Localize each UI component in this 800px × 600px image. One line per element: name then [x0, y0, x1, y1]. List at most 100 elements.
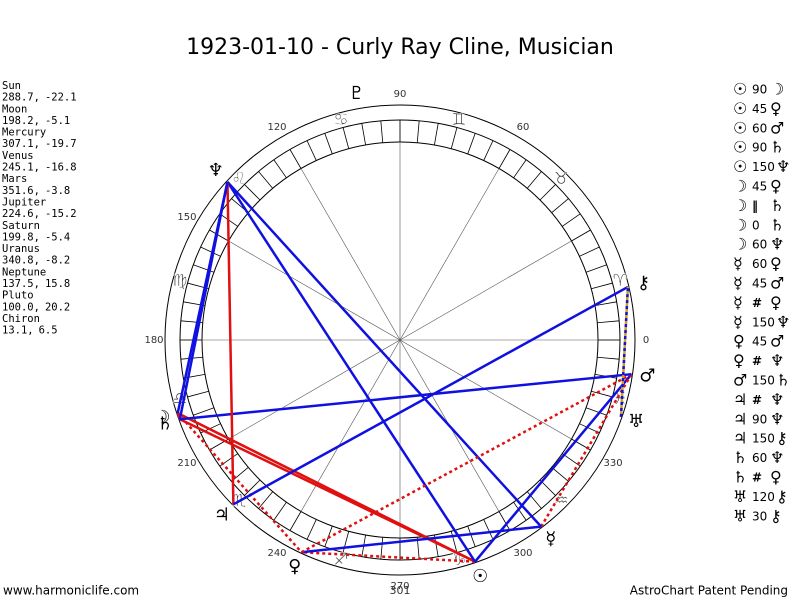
aspect-planet-b: ♆: [776, 157, 790, 176]
ring-tick: [579, 423, 600, 434]
aspect-line: [301, 525, 542, 554]
aspect-planet-b: ♂: [770, 118, 784, 137]
planet-glyph: ☉: [472, 566, 488, 587]
planet-glyph: ♄: [157, 414, 173, 435]
ring-tick: [483, 519, 494, 540]
planet-name: Pluto: [2, 290, 34, 302]
planet-name: Moon: [2, 103, 27, 115]
aspect-line: [226, 181, 543, 528]
planet-coords: 224.6, -15.2: [2, 208, 77, 220]
planet-lat: -22.1: [45, 92, 77, 104]
ring-tick: [513, 159, 527, 179]
planet-coords: 198.2, -5.1: [2, 115, 70, 127]
planet-name: Jupiter: [2, 197, 46, 209]
ring-tick: [433, 123, 439, 146]
ring-tick: [380, 120, 384, 143]
ring-tick: [467, 525, 476, 547]
aspect-planet-a: ♂: [733, 371, 747, 390]
outer-circle: [164, 104, 636, 576]
aspect-type: #: [752, 354, 762, 368]
aspect-type: 150: [752, 432, 775, 446]
aspect-line: [226, 181, 235, 505]
footer-left: www.harmoniclife.com: [3, 584, 139, 598]
planet-lon: 13.1,: [2, 325, 34, 337]
ring-tick: [539, 184, 556, 201]
aspect-line: [179, 372, 632, 421]
aspect-type: 45: [752, 335, 767, 349]
planet-lat: -8.2: [45, 255, 70, 267]
planet-glyph: ♅: [628, 411, 644, 432]
aspect-type: 150: [752, 315, 775, 329]
aspect-planet-b: ♂: [770, 332, 784, 351]
aspect-planet-b: ♆: [770, 409, 784, 428]
degree-label: 270: [390, 581, 409, 592]
planet-lat: 20.2: [45, 301, 70, 313]
aspect-planet-b: ♄: [776, 371, 790, 390]
ring-tick: [258, 171, 274, 189]
ring-tick: [324, 133, 333, 155]
ring-tick: [187, 390, 209, 398]
planet-lon: 307.1,: [2, 138, 40, 150]
house-line: [399, 149, 511, 341]
zodiac-sign: ♈: [613, 271, 628, 291]
planet-name: Neptune: [2, 266, 46, 278]
aspect-line: [540, 373, 633, 528]
aspect-planet-b: ♄: [770, 138, 784, 157]
aspect-planet-a: ♅: [733, 487, 747, 506]
degree-label: 90: [394, 89, 407, 100]
ring-tick: [342, 127, 350, 149]
aspect-planet-a: ♅: [733, 506, 747, 525]
degree-label: 210: [177, 458, 196, 469]
planet-lon: 224.6,: [2, 208, 40, 220]
house-line: [399, 229, 591, 341]
planet-name: Mercury: [2, 127, 46, 139]
ring-tick: [209, 229, 229, 242]
aspect-type: 45: [752, 277, 767, 291]
ring-tick: [526, 491, 542, 509]
house-line: [209, 229, 401, 341]
planet-lon: 288.7,: [2, 92, 40, 104]
bottom-label: 301: [390, 584, 411, 597]
ring-tick: [526, 171, 542, 189]
degree-label: 120: [267, 122, 286, 133]
aspect-type: 45: [752, 180, 767, 194]
zodiac-sign: ♊: [451, 110, 466, 130]
planet-coords: 340.8, -8.2: [2, 255, 70, 267]
aspect-type: 120: [752, 490, 775, 504]
aspect-planet-a: ☽: [733, 196, 747, 215]
aspect-planet-a: ♄: [733, 448, 747, 467]
ring-tick: [289, 511, 302, 531]
ring-tick: [597, 320, 620, 324]
aspect-planet-a: ☿: [733, 254, 743, 273]
aspect-planet-b: ♄: [770, 196, 784, 215]
aspect-planet-a: ♃: [733, 409, 747, 428]
aspect-line: [232, 285, 629, 506]
planet-glyph: ♀: [288, 556, 301, 577]
planet-name: Venus: [2, 150, 34, 162]
planet-name: Saturn: [2, 220, 40, 232]
ring-tick: [591, 282, 613, 290]
aspect-planet-a: ☽: [733, 215, 747, 234]
aspect-type: #: [752, 296, 762, 310]
aspect-planet-b: ♀: [770, 254, 782, 273]
ring-tick: [244, 479, 261, 496]
degree-label: 150: [177, 212, 196, 223]
planet-glyph: ♃: [214, 505, 230, 526]
aspect-planet-b: ⚷: [776, 429, 788, 448]
degree-label: 0: [643, 335, 649, 346]
planet-glyph: ♆: [208, 160, 224, 181]
planet-coords: 351.6, -3.8: [2, 185, 70, 197]
aspect-line: [300, 373, 633, 554]
aspect-planet-b: ♆: [770, 390, 784, 409]
planet-coords: 307.1, -19.7: [2, 138, 77, 150]
aspect-planet-b: ♀: [770, 99, 782, 118]
planet-glyph: ☽: [154, 407, 170, 428]
ring-tick: [585, 264, 607, 273]
aspect-type: #: [752, 471, 762, 485]
planet-lat: -3.8: [45, 185, 70, 197]
planet-lon: 137.5,: [2, 278, 40, 290]
zodiac-sign: ♋: [333, 110, 348, 130]
degree-label: 240: [267, 548, 286, 559]
ring-tick: [594, 301, 617, 307]
ring-tick: [450, 127, 458, 149]
